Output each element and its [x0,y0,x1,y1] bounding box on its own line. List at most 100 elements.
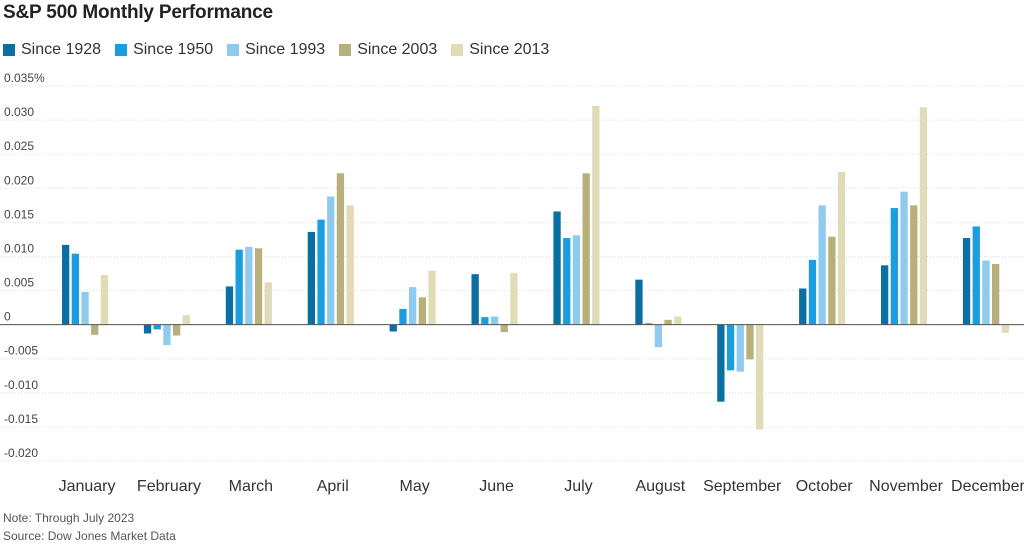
bar [81,291,89,325]
bar [654,324,662,348]
x-tick-label: April [317,478,349,495]
x-tick-label: March [229,478,273,495]
x-tick-label: June [479,478,514,495]
bar [756,324,764,430]
y-tick-label: -0.010 [4,378,38,392]
bar [418,297,426,325]
bar [510,272,518,325]
bar [100,274,109,325]
bar [799,288,807,325]
bar [346,205,354,325]
bar [481,317,489,325]
x-tick-label: October [796,478,854,495]
bar [992,263,1000,325]
bar [572,235,581,325]
bar [62,244,70,325]
bar [890,208,898,325]
y-tick-label: 0.025 [4,139,34,153]
bar [153,324,161,330]
bar [553,211,561,325]
y-tick-label: -0.015 [4,412,38,426]
bar-chart: 0.035% 0.030 0.025 0.020 0.015 0.010 0.005 0 -0.… [0,71,1024,495]
bar [1001,324,1009,333]
legend-label: Since 1993 [245,41,326,58]
x-tick-label: November [869,478,943,495]
bar [490,316,499,325]
bar [399,308,407,325]
y-tick-label: 0.010 [4,241,34,255]
bar [182,315,190,325]
bar [736,324,744,372]
y-tick-label: 0 [4,310,11,324]
x-tick-label: August [635,478,685,495]
bar [91,324,99,335]
legend-item: Since 1928 [3,41,101,59]
bar [808,259,817,325]
legend-label: Since 1950 [133,41,214,58]
bar [317,219,325,325]
bar [389,324,397,332]
bar [173,324,181,336]
bar [635,279,643,325]
bar [962,238,971,325]
bar [428,270,436,325]
legend-swatch [227,44,240,56]
y-tick-label: -0.005 [4,344,38,358]
chart-note: Note: Through July 2023 [3,511,135,525]
bar [900,191,908,325]
bar [245,246,253,325]
bar [664,319,672,325]
bar [717,324,725,402]
bar [982,260,990,325]
x-tick-label: February [137,478,201,495]
bar [919,107,928,325]
bar [71,253,79,325]
chart-title: S&P 500 Monthly Performance [3,2,273,23]
bar [264,282,272,325]
bar [592,105,600,325]
bar [910,205,918,325]
bar [726,324,735,371]
bar [471,274,479,325]
chart-legend: Since 1928 Since 1950 Since 1993 Since 2003… [3,41,563,59]
bar [336,173,345,325]
bar [143,324,152,334]
bar [818,205,826,325]
bar [828,236,836,325]
bar [563,238,571,325]
legend-swatch [3,44,15,56]
bar [674,316,682,325]
x-tick-label: September [703,478,782,495]
bar [972,226,980,325]
y-tick-label: 0.035% [4,71,45,85]
legend-item: Since 2013 [451,41,549,59]
x-tick-label: July [564,478,592,495]
bar [235,249,243,325]
y-tick-label: 0.005 [4,276,34,290]
x-tick-label: January [59,478,116,495]
legend-label: Since 1928 [21,41,102,58]
bar [582,173,590,325]
y-tick-label: 0.030 [4,105,34,119]
bar [225,286,234,325]
legend-item: Since 1950 [115,41,213,59]
legend-label: Since 2013 [469,41,550,58]
bar [409,287,417,325]
y-tick-label: 0.015 [4,207,34,221]
chart-source: Source: Dow Jones Market Data [3,529,176,543]
legend-swatch [115,44,128,56]
bar [500,324,508,333]
bar [837,171,846,325]
x-tick-label: May [400,478,430,495]
bar [327,196,335,325]
x-tick-label: December [951,478,1024,495]
bar [746,324,754,360]
legend-label: Since 2003 [357,41,438,58]
y-tick-label: -0.020 [4,446,38,460]
legend-swatch [451,44,464,56]
bar [307,231,315,325]
legend-item: Since 1993 [227,41,325,59]
legend-swatch [339,44,352,56]
legend-item: Since 2003 [339,41,437,59]
bar [645,323,653,325]
